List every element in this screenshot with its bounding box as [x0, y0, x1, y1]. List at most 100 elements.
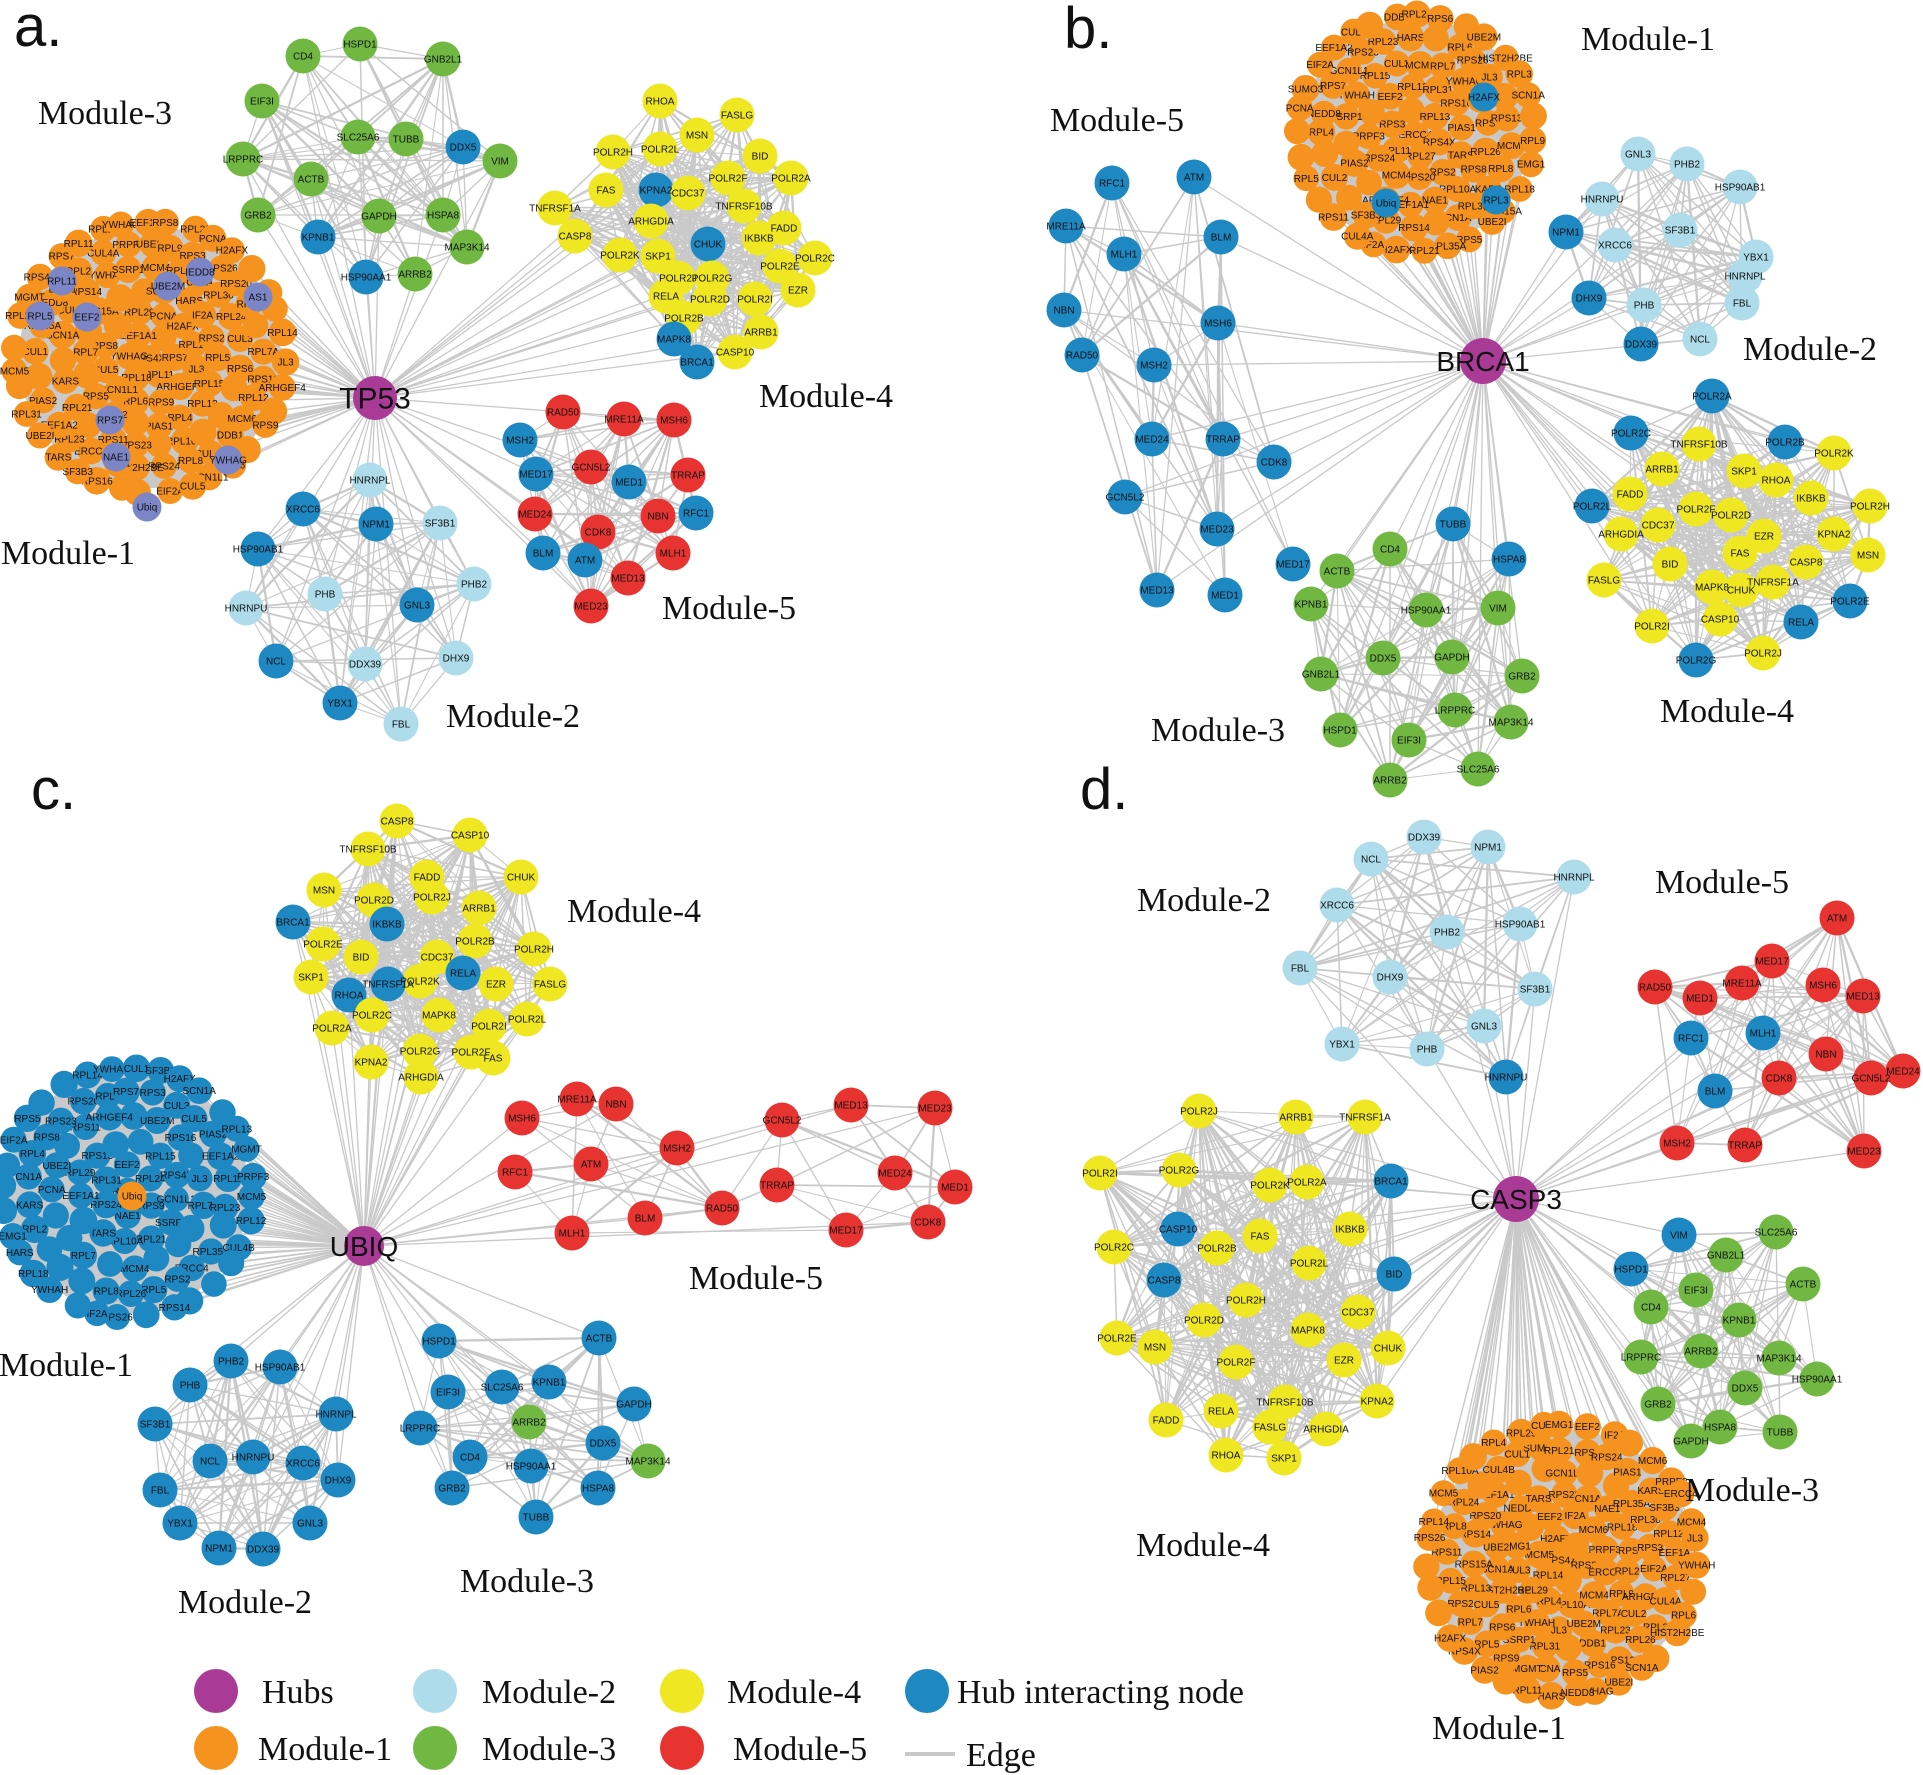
svg-text:MED23: MED23	[1847, 1147, 1881, 1158]
svg-text:ARHGEF4: ARHGEF4	[1622, 1592, 1670, 1603]
svg-text:RPL9: RPL9	[1609, 1589, 1634, 1600]
svg-text:FAS: FAS	[1251, 1232, 1270, 1243]
svg-text:HSPD1: HSPD1	[1614, 1265, 1648, 1276]
svg-text:CN1A: CN1A	[15, 1172, 42, 1183]
svg-text:FBL: FBL	[1291, 964, 1310, 975]
svg-text:UBE2I: UBE2I	[1604, 1678, 1633, 1689]
svg-text:RAD50: RAD50	[547, 408, 580, 419]
svg-text:CHUK: CHUK	[694, 240, 723, 251]
svg-text:FBL: FBL	[392, 720, 411, 731]
svg-text:KPNA2: KPNA2	[355, 1058, 388, 1069]
svg-text:ERCC4: ERCC4	[1664, 1489, 1698, 1500]
svg-text:RPS2: RPS2	[199, 333, 226, 344]
svg-text:RPS11: RPS11	[1318, 213, 1349, 224]
svg-text:RPL8: RPL8	[94, 1287, 119, 1298]
svg-text:POLR2H: POLR2H	[514, 945, 554, 956]
svg-text:POLR2I: POLR2I	[1634, 622, 1670, 633]
svg-text:SLC25A6: SLC25A6	[337, 133, 380, 144]
svg-text:RPL11: RPL11	[213, 1174, 243, 1185]
svg-text:EZR: EZR	[486, 980, 506, 991]
svg-text:RPS16: RPS16	[1440, 98, 1472, 109]
svg-text:POLR2J: POLR2J	[1744, 649, 1782, 660]
svg-text:HNRNPU: HNRNPU	[1485, 1073, 1528, 1084]
svg-text:ARRB2: ARRB2	[1684, 1347, 1718, 1358]
svg-text:DDB1: DDB1	[1579, 1639, 1606, 1650]
svg-text:RPL23: RPL23	[1600, 1625, 1631, 1636]
svg-text:RPS4X: RPS4X	[1544, 1555, 1577, 1566]
svg-text:MGMT: MGMT	[231, 1144, 262, 1155]
svg-text:RPL11: RPL11	[47, 277, 77, 288]
svg-text:MCM5: MCM5	[1525, 1550, 1555, 1561]
svg-text:POLR2D: POLR2D	[1711, 511, 1751, 522]
svg-text:FBL: FBL	[151, 1486, 170, 1497]
svg-text:UBE2M: UBE2M	[140, 1116, 174, 1127]
svg-text:MSN: MSN	[1857, 551, 1879, 562]
svg-text:Module-4: Module-4	[727, 1674, 861, 1711]
svg-text:XRCC6: XRCC6	[1598, 241, 1632, 252]
svg-text:GAPDH: GAPDH	[616, 1400, 652, 1411]
svg-text:MCM6: MCM6	[1405, 61, 1435, 72]
svg-text:NBN: NBN	[605, 1100, 626, 1111]
svg-text:RPL8: RPL8	[1442, 1522, 1467, 1533]
svg-text:POLR2E: POLR2E	[1097, 1334, 1137, 1345]
svg-text:MAPK8: MAPK8	[1291, 1326, 1325, 1337]
svg-text:YBX1: YBX1	[167, 1519, 193, 1530]
svg-text:RPL24: RPL24	[1402, 10, 1433, 21]
svg-text:ARRB2: ARRB2	[398, 270, 432, 281]
svg-text:RPL30: RPL30	[1630, 1515, 1661, 1526]
svg-text:HSP90AB1: HSP90AB1	[1715, 183, 1766, 194]
svg-text:HSPD1: HSPD1	[1323, 726, 1357, 737]
svg-text:PHB2: PHB2	[218, 1357, 245, 1368]
svg-text:CHUK: CHUK	[1374, 1344, 1403, 1355]
svg-text:UBE2M: UBE2M	[151, 282, 185, 293]
svg-text:RPL26: RPL26	[1625, 1635, 1656, 1646]
svg-text:GCN5L2: GCN5L2	[572, 463, 611, 474]
svg-text:RFC1: RFC1	[1678, 1034, 1705, 1045]
svg-text:Module-2: Module-2	[482, 1674, 616, 1711]
svg-text:RPS9: RPS9	[1493, 1654, 1520, 1665]
svg-text:CASP3: CASP3	[1470, 1184, 1562, 1215]
svg-text:RPL4: RPL4	[1309, 128, 1334, 139]
svg-text:JL3: JL3	[1687, 1534, 1704, 1545]
svg-text:NAE1: NAE1	[103, 453, 130, 464]
svg-text:RPS13: RPS13	[1491, 114, 1523, 125]
svg-text:RPL24: RPL24	[216, 312, 247, 323]
svg-text:MED13: MED13	[834, 1101, 868, 1112]
svg-text:LRPPRC: LRPPRC	[223, 155, 264, 166]
svg-text:FASLG: FASLG	[1254, 1423, 1286, 1434]
svg-text:BLM: BLM	[1211, 233, 1232, 244]
svg-text:XRCC6: XRCC6	[286, 1459, 320, 1470]
svg-text:POLR2C: POLR2C	[795, 254, 835, 265]
svg-text:RPL35A: RPL35A	[1613, 1499, 1651, 1510]
svg-text:RPS7: RPS7	[1618, 1546, 1645, 1557]
svg-text:RPL12: RPL12	[1653, 1529, 1684, 1540]
svg-text:AS1: AS1	[249, 293, 268, 304]
svg-text:RPL13: RPL13	[222, 1124, 253, 1135]
svg-text:RPS9: RPS9	[148, 398, 175, 409]
svg-text:NPM1: NPM1	[1474, 843, 1502, 854]
svg-text:MGMT: MGMT	[14, 293, 45, 304]
svg-text:CUL5: CUL5	[180, 482, 206, 493]
svg-text:RPL18: RPL18	[1504, 184, 1535, 195]
svg-text:POLR2G: POLR2G	[692, 274, 733, 285]
svg-text:b.: b.	[1064, 0, 1112, 61]
svg-text:ATM: ATM	[1827, 914, 1847, 925]
svg-text:GCN1L1: GCN1L1	[157, 1194, 196, 1205]
svg-text:RPL26: RPL26	[166, 266, 197, 277]
svg-text:RPL2: RPL2	[22, 1225, 47, 1236]
svg-text:DDX5: DDX5	[450, 143, 477, 154]
svg-text:MAPK8: MAPK8	[1695, 583, 1729, 594]
svg-text:NEDD8: NEDD8	[1307, 109, 1341, 120]
svg-text:NAE1: NAE1	[115, 1211, 142, 1222]
svg-text:Module-4: Module-4	[1136, 1527, 1270, 1564]
svg-text:EEF1A1: EEF1A1	[120, 331, 158, 342]
svg-text:PCNA: PCNA	[1286, 103, 1314, 114]
svg-text:EIF2A: EIF2A	[1640, 1564, 1668, 1575]
svg-text:HARS: HARS	[175, 296, 203, 307]
svg-text:CD4: CD4	[1380, 545, 1400, 556]
svg-text:EMG1: EMG1	[1503, 1541, 1532, 1552]
svg-text:RPS6: RPS6	[1489, 1623, 1516, 1634]
svg-text:DDX5: DDX5	[1732, 1384, 1759, 1395]
svg-text:CUL1: CUL1	[1341, 27, 1367, 38]
svg-text:RPL10A: RPL10A	[1439, 185, 1477, 196]
